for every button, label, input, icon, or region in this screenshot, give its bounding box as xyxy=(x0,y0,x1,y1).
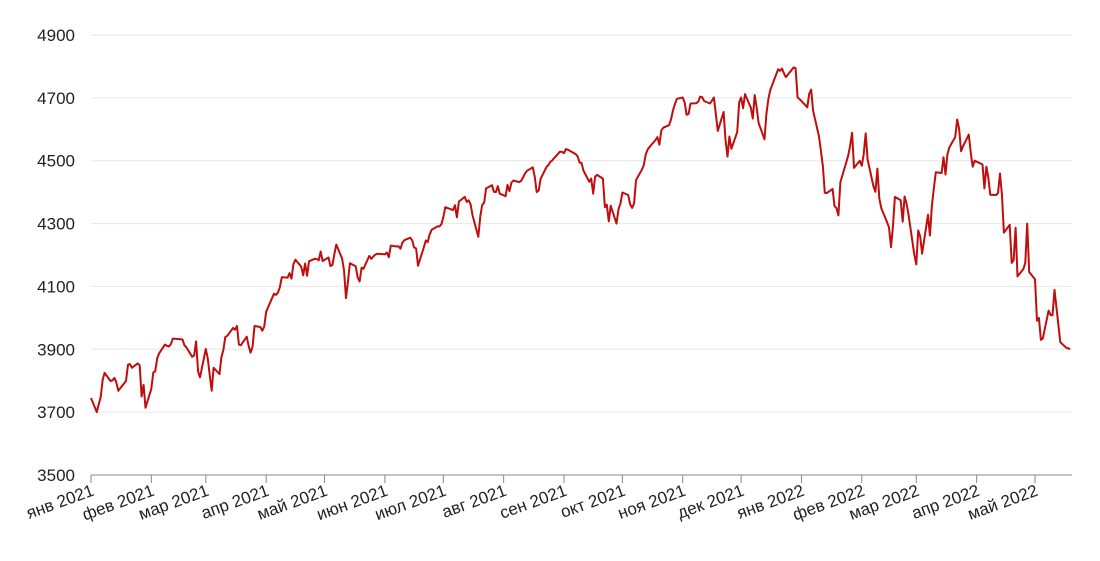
x-tick-label: авг 2021 xyxy=(439,481,509,522)
y-tick-label: 4900 xyxy=(37,26,75,45)
y-tick-label: 4500 xyxy=(37,152,75,171)
line xyxy=(90,66,1071,414)
y-tick-label: 3900 xyxy=(37,340,75,359)
x-tick-label: окт 2021 xyxy=(558,481,628,522)
x-tick-label: дек 2021 xyxy=(675,481,747,523)
y-tick-label: 3500 xyxy=(37,466,75,485)
x-tick-label: сен 2021 xyxy=(497,481,569,523)
y-tick-label: 4100 xyxy=(37,277,75,296)
y-tick-label: 3700 xyxy=(37,403,75,422)
y-tick-label: 4300 xyxy=(37,215,75,234)
x-tick-label: ноя 2021 xyxy=(615,481,688,523)
y-tick-label: 4700 xyxy=(37,89,75,108)
